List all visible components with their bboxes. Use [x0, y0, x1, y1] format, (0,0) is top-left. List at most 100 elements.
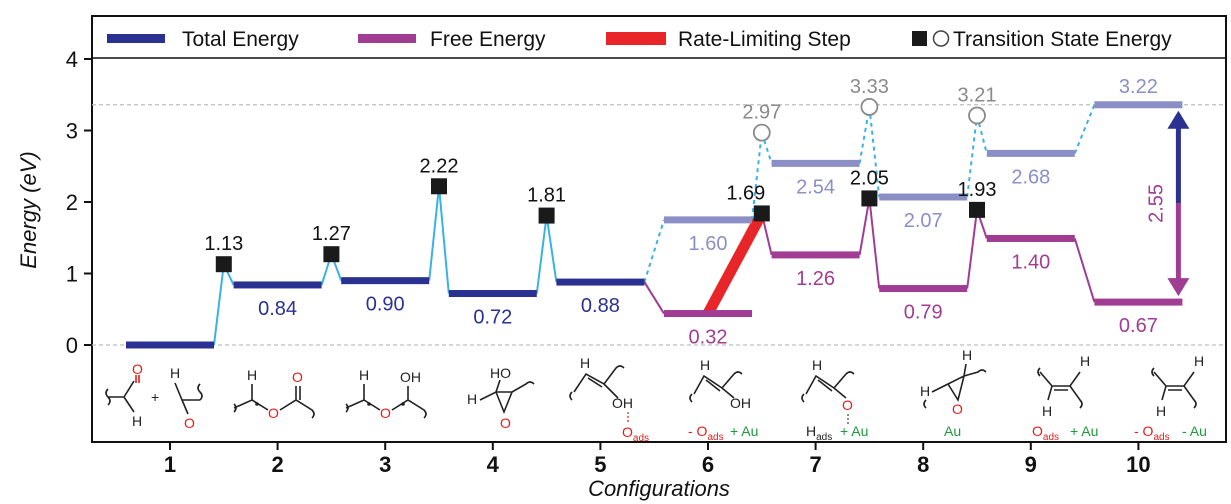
c10-o-ads: - Oads [1134, 423, 1170, 443]
delta-arrow-head-up [1167, 110, 1190, 129]
link-total-9-10 [1073, 104, 1096, 154]
free-label-10: 0.67 [1119, 315, 1158, 337]
c3-o: O [380, 405, 391, 421]
ts-label-7.5: 3.33 [850, 76, 889, 98]
link-total-5-6 [643, 219, 665, 283]
free-label-8: 0.79 [904, 302, 943, 324]
structure-3: H O OH [345, 367, 427, 421]
c2-h: H [247, 367, 257, 383]
value-labels: 0.84 0.90 0.72 0.88 1.60 2.54 2.07 2.68 3.22 1.13… [204, 76, 1158, 349]
x-tick-label-6: 6 [702, 452, 714, 477]
c7-plus-au: + Au [840, 423, 868, 439]
structure-4: HO H O [467, 365, 535, 431]
c1-o1: O [132, 361, 143, 377]
total-level-8 [879, 193, 968, 201]
link-free-8-ts [966, 209, 978, 289]
connector-lines [213, 104, 1096, 346]
structure-10: H H - Oads - Au [1134, 353, 1207, 443]
c8-au: Au [944, 423, 961, 439]
ts-free-7.5 [861, 190, 878, 207]
link-total-8-ts [966, 115, 978, 198]
x-tick-label-9: 9 [1025, 452, 1037, 477]
c1-o2: O [184, 415, 195, 431]
free-level-7 [771, 251, 860, 259]
rate-limiting-step [703, 210, 767, 317]
link-total-7-ts [858, 106, 871, 164]
c8-h2: H [920, 383, 930, 399]
legend-free-energy: Free Energy [430, 28, 546, 51]
x-tick-label-5: 5 [594, 452, 606, 477]
c10-h1: H [1194, 353, 1204, 369]
legend-swatch-total [107, 34, 165, 43]
free-ts-label-6.5: 1.69 [726, 182, 765, 204]
total-label-10: 3.22 [1119, 76, 1158, 98]
structure-2: H O O [233, 367, 315, 421]
ts-open-8.5 [968, 106, 986, 125]
free-label-6: 0.32 [689, 327, 728, 349]
c5-h: H [580, 355, 590, 371]
c2-o1: O [268, 405, 279, 421]
link-total-ts-5 [545, 215, 558, 283]
c6-plus-au: + Au [730, 423, 758, 439]
total-label-2: 0.84 [258, 298, 297, 320]
legend-transition-state: Transition State Energy [953, 28, 1172, 51]
structure-1: O H + H O [105, 361, 203, 431]
ts-label-2.5: 1.27 [312, 223, 351, 245]
total-level-10 [1094, 101, 1183, 109]
c10-h2: H [1156, 403, 1166, 419]
ts-filled-2.5 [323, 246, 340, 263]
c3-h: H [359, 367, 369, 383]
y-tick-label-0: 0 [66, 333, 78, 358]
c4-o: O [500, 415, 511, 431]
total-level-4 [448, 290, 537, 298]
ts-label-6.5: 2.97 [742, 102, 781, 124]
c7-o: O [842, 397, 853, 413]
structure-7: H O Hads + Au [801, 357, 868, 443]
transition-state-markers [215, 98, 986, 273]
free-level-10 [1094, 298, 1183, 306]
ts-label-1.5: 1.13 [204, 233, 243, 255]
c1-plus: + [151, 389, 159, 405]
y-tick-label-3: 3 [66, 119, 78, 144]
x-tick-label-4: 4 [487, 452, 500, 477]
total-label-8: 2.07 [904, 210, 943, 232]
link-free-9-10 [1073, 238, 1096, 303]
link-total-4-ts [535, 215, 548, 294]
y-axis: 0 1 2 3 4 [66, 47, 92, 358]
ts-filled-1.5 [215, 256, 232, 273]
structure-9: H H Oads + Au [1032, 353, 1098, 443]
c9-o-ads: Oads [1032, 423, 1059, 443]
x-tick-label-2: 2 [271, 452, 283, 477]
x-tick-label-3: 3 [379, 452, 391, 477]
c8-h1: H [962, 347, 972, 363]
c2-o2: O [292, 369, 303, 385]
link-total-ts-4 [438, 186, 450, 294]
link-total-1-ts [213, 264, 225, 346]
ts-open-6.5 [752, 123, 771, 142]
x-axis: 1 2 3 4 5 6 7 8 9 10 [164, 442, 1151, 477]
ts-open-7.5 [860, 98, 879, 116]
legend-rate-limiting: Rate-Limiting Step [678, 28, 851, 51]
total-level-6 [664, 216, 752, 224]
y-tick-label-2: 2 [66, 190, 78, 215]
c4-h: H [467, 391, 477, 407]
total-label-3: 0.90 [366, 294, 405, 316]
ts-label-8.5: 3.21 [958, 84, 997, 106]
link-total-6-ts [751, 132, 763, 220]
y-tick-label-1: 1 [66, 262, 78, 287]
c9-plus-au: + Au [1070, 423, 1098, 439]
y-tick-label-4: 4 [66, 47, 78, 72]
ts-free-6.5 [753, 205, 770, 222]
c1-h1: H [132, 413, 142, 429]
total-level-1 [126, 341, 214, 349]
total-level-5 [556, 278, 645, 286]
c10-minus-au: - Au [1182, 423, 1207, 439]
reference-lines [92, 104, 1226, 346]
energy-levels [126, 101, 1183, 349]
c9-h2: H [1042, 403, 1052, 419]
free-level-9 [986, 234, 1075, 242]
delta-arrow-label: 2.55 [1145, 184, 1167, 223]
total-level-3 [341, 277, 430, 285]
ts-free-8.5 [969, 201, 985, 218]
